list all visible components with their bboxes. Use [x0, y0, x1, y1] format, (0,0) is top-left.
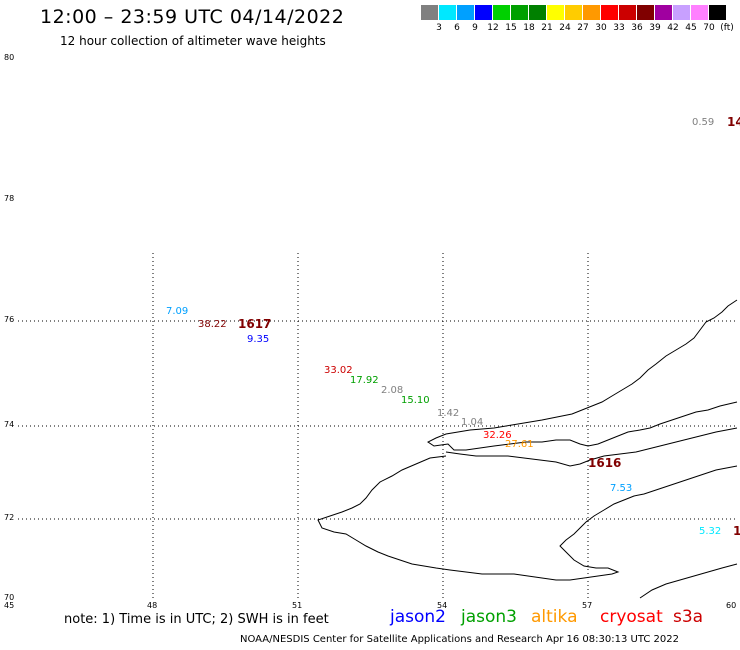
scale-label: 12 [487, 23, 499, 33]
wave-height-value: 0.59 [692, 117, 715, 128]
pass-label: 1 [733, 524, 740, 538]
pass-label: 14 [727, 115, 740, 129]
scale-label: 39 [649, 23, 661, 33]
scale-swatch [475, 5, 492, 20]
north-island-south-coast [445, 427, 738, 467]
scale-swatch [421, 5, 438, 20]
satellite-altika: altika [531, 607, 578, 627]
scale-label: 27 [577, 23, 589, 33]
satellite-jason3: jason3 [461, 607, 517, 627]
map-subtitle: 12 hour collection of altimeter wave hei… [60, 34, 326, 48]
footer-note: note: 1) Time is in UTC; 2) SWH is in fe… [64, 612, 329, 627]
scale-label: 18 [523, 23, 535, 33]
lon-label-51: 51 [292, 601, 303, 610]
lon-label-60: 60 [726, 601, 737, 610]
scale-swatch [601, 5, 618, 20]
scale-swatch [709, 5, 726, 20]
scale-swatch [619, 5, 636, 20]
wave-height-value: 15.10 [401, 395, 430, 406]
scale-swatch [439, 5, 456, 20]
satellite-cryosat: cryosat [600, 607, 663, 627]
map-title: 12:00 – 23:59 UTC 04/14/2022 [40, 6, 345, 28]
scale-swatch [493, 5, 510, 20]
scale-label: 33 [613, 23, 625, 33]
scale-swatch [673, 5, 690, 20]
scale-label: 45 [685, 23, 697, 33]
scale-label: 3 [436, 23, 442, 33]
lat-label-74: 74 [4, 420, 15, 429]
scale-label: 42 [667, 23, 679, 33]
scale-swatch [511, 5, 528, 20]
scale-swatch [547, 5, 564, 20]
lat-label-72: 72 [4, 513, 15, 522]
wave-height-value: 27.61 [505, 439, 534, 450]
satellite-jason2: jason2 [390, 607, 446, 627]
wave-height-value: 32.26 [483, 430, 512, 441]
scale-label: 70 [703, 23, 715, 33]
scale-unit: (ft) [720, 23, 734, 33]
wave-height-value: 17.92 [350, 375, 379, 386]
lon-label-45: 45 [4, 601, 15, 610]
wave-height-value: 2.08 [381, 385, 404, 396]
scale-swatch [655, 5, 672, 20]
footer-credit: NOAA/NESDIS Center for Satellite Applica… [240, 634, 679, 645]
scale-label: 15 [505, 23, 517, 33]
southern-tip-coast [639, 563, 738, 599]
wave-height-value: 38.22 [198, 319, 227, 330]
lat-label-70: 70 [4, 593, 15, 602]
pass-label: 1617 [238, 317, 272, 331]
south-island-coast [317, 455, 738, 581]
wave-height-value: 7.09 [166, 306, 189, 317]
lon-label-57: 57 [582, 601, 593, 610]
scale-swatch [457, 5, 474, 20]
north-island-coast [427, 299, 738, 451]
scale-swatch [637, 5, 654, 20]
lon-label-54: 54 [437, 601, 448, 610]
scale-label: 30 [595, 23, 607, 33]
scale-label: 21 [541, 23, 553, 33]
wave-height-value: 1.42 [437, 408, 460, 419]
scale-swatch [691, 5, 708, 20]
lon-label-48: 48 [147, 601, 158, 610]
lat-label-78: 78 [4, 194, 15, 203]
scale-swatch [529, 5, 546, 20]
wave-height-value: 9.35 [247, 334, 270, 345]
scale-label: 36 [631, 23, 643, 33]
wave-height-value: 1.04 [461, 417, 484, 428]
wave-height-value: 7.53 [610, 483, 633, 494]
scale-label: 24 [559, 23, 571, 33]
wave-height-value: 33.02 [324, 365, 353, 376]
lat-label-80: 80 [4, 53, 15, 62]
scale-swatch [565, 5, 582, 20]
lat-label-76: 76 [4, 315, 15, 324]
scale-label: 6 [454, 23, 460, 33]
coastline [317, 299, 738, 599]
pass-label: 1616 [588, 456, 622, 470]
scale-label: 9 [472, 23, 478, 33]
scale-swatch [583, 5, 600, 20]
satellite-s3a: s3a [673, 607, 704, 627]
graticule [18, 253, 735, 598]
wave-height-value: 5.32 [699, 526, 722, 537]
